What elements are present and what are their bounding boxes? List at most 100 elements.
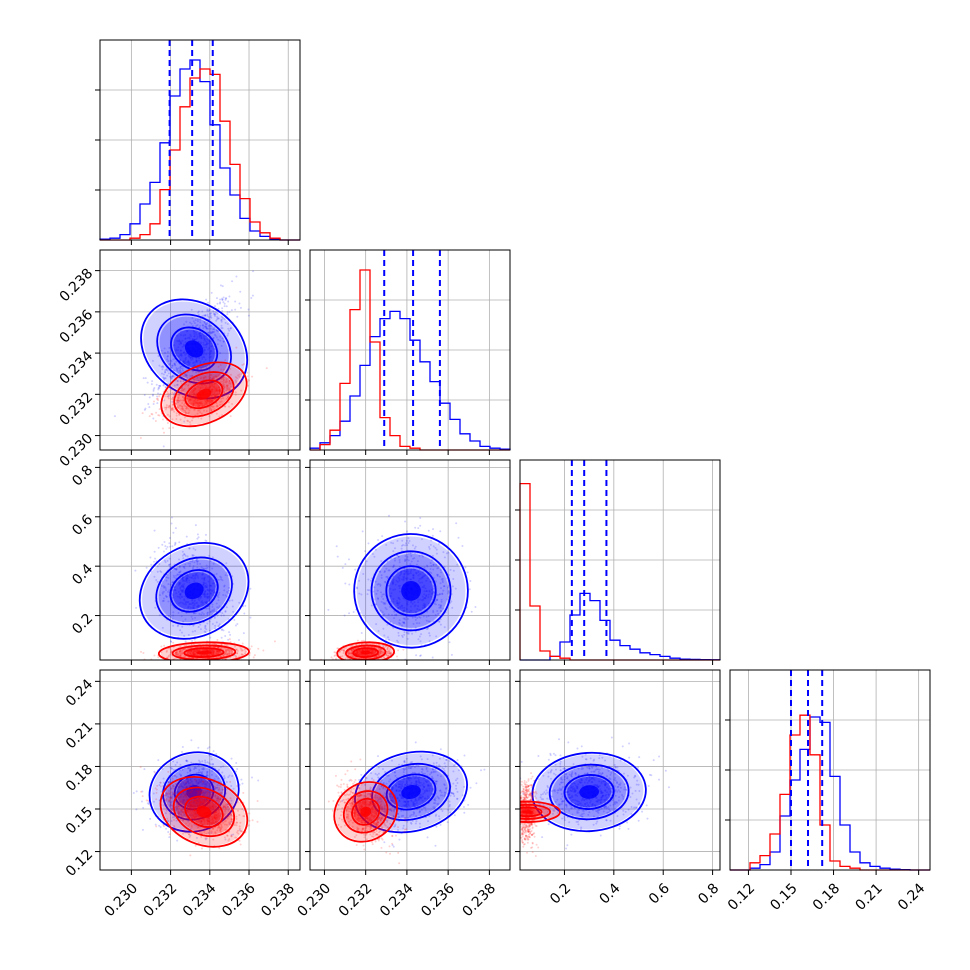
- sample-point-red: [170, 409, 173, 412]
- sample-point-blue: [220, 578, 223, 581]
- sample-point-red: [204, 375, 207, 378]
- sample-point-blue: [222, 806, 225, 809]
- sample-point-blue: [165, 809, 168, 812]
- sample-point-blue: [188, 547, 191, 550]
- sample-point-red: [228, 389, 231, 392]
- sample-point-blue: [224, 610, 227, 613]
- sample-point-blue: [170, 775, 173, 778]
- density-level-blue: [184, 340, 204, 358]
- sample-point-blue: [154, 606, 157, 609]
- sample-point-blue: [214, 313, 217, 316]
- sample-point-red: [244, 652, 247, 655]
- sample-point-blue: [204, 631, 207, 634]
- sample-point-blue: [177, 367, 180, 370]
- sample-point-blue: [142, 806, 145, 809]
- sample-point-red: [226, 385, 229, 388]
- sample-point-blue: [393, 557, 396, 560]
- sample-point-red: [381, 651, 384, 654]
- sample-point-red: [379, 650, 382, 653]
- sample-point-blue: [204, 624, 207, 627]
- sample-point-blue: [178, 399, 181, 402]
- sample-point-blue: [181, 369, 184, 372]
- sample-point-blue: [178, 811, 181, 814]
- sample-point-blue: [227, 776, 230, 779]
- sample-point-red: [375, 655, 378, 658]
- sample-point-blue: [205, 607, 208, 610]
- sample-point-blue: [447, 584, 450, 587]
- sample-point-blue: [441, 581, 444, 584]
- sample-point-red: [178, 394, 181, 397]
- sample-point-blue: [436, 575, 439, 578]
- sample-point-blue: [153, 770, 156, 773]
- sample-point-red: [230, 652, 233, 655]
- sample-point-blue: [160, 790, 163, 793]
- sample-point-blue: [431, 559, 434, 562]
- sample-point-blue: [366, 593, 369, 596]
- sample-point-blue: [161, 626, 164, 629]
- sample-point-red: [176, 407, 179, 410]
- histogram-panel-3: [725, 669, 931, 871]
- sample-point-blue: [211, 331, 214, 334]
- sample-point-red: [240, 649, 243, 652]
- sample-point-blue: [214, 627, 217, 630]
- sample-point-blue: [354, 568, 357, 571]
- sample-point-red: [235, 656, 238, 659]
- sample-point-red: [228, 381, 231, 384]
- sample-point-blue: [224, 321, 227, 324]
- sample-point-blue: [171, 364, 174, 367]
- sample-point-red: [178, 796, 181, 799]
- sample-point-red: [224, 810, 227, 813]
- sample-point-blue: [211, 769, 214, 772]
- sample-point-blue: [185, 383, 188, 386]
- sample-point-blue: [221, 788, 224, 791]
- sample-point-blue: [201, 370, 204, 373]
- sample-point-red: [163, 406, 166, 409]
- sample-point-blue: [235, 770, 238, 773]
- sample-point-blue: [226, 574, 229, 577]
- sample-point-red: [349, 652, 352, 655]
- sample-point-blue: [164, 587, 167, 590]
- sample-point-blue: [222, 296, 225, 299]
- sample-point-blue: [164, 594, 167, 597]
- sample-point-blue: [384, 606, 387, 609]
- sample-point-blue: [432, 587, 435, 590]
- sample-point-blue: [163, 378, 166, 381]
- sample-point-red: [182, 399, 185, 402]
- sample-point-blue: [393, 614, 396, 617]
- sample-point-blue: [232, 833, 235, 836]
- sample-point-blue: [413, 547, 416, 550]
- sample-point-blue: [211, 763, 214, 766]
- sample-point-red: [225, 385, 228, 388]
- sample-point-red: [163, 794, 166, 797]
- sample-point-red: [202, 790, 205, 793]
- sample-point-red: [190, 825, 193, 828]
- sample-point-blue: [249, 616, 252, 619]
- sample-point-red: [182, 409, 185, 412]
- contour-blue: [155, 556, 233, 626]
- sample-point-blue: [224, 610, 227, 613]
- sample-point-red: [169, 405, 172, 408]
- sample-point-blue: [172, 374, 175, 377]
- sample-point-blue: [175, 369, 178, 372]
- sample-point-blue: [360, 631, 363, 634]
- sample-point-blue: [220, 320, 223, 323]
- sample-point-red: [182, 375, 185, 378]
- sample-point-blue: [177, 624, 180, 627]
- sample-point-red: [176, 654, 179, 657]
- sample-point-blue: [199, 760, 202, 763]
- sample-point-blue: [384, 580, 387, 583]
- sample-point-red: [202, 377, 205, 380]
- sample-point-blue: [175, 805, 178, 808]
- sample-point-red: [230, 652, 233, 655]
- sample-point-blue: [405, 542, 408, 545]
- sample-point-red: [187, 407, 190, 410]
- sample-point-red: [191, 374, 194, 377]
- sample-point-red: [344, 657, 347, 660]
- sample-point-blue: [437, 594, 440, 597]
- sample-point-blue: [359, 612, 362, 615]
- sample-point-red: [185, 411, 188, 414]
- sample-point-blue: [216, 318, 219, 321]
- sample-point-red: [228, 405, 231, 408]
- sample-point-red: [223, 392, 226, 395]
- sample-point-red: [177, 815, 180, 818]
